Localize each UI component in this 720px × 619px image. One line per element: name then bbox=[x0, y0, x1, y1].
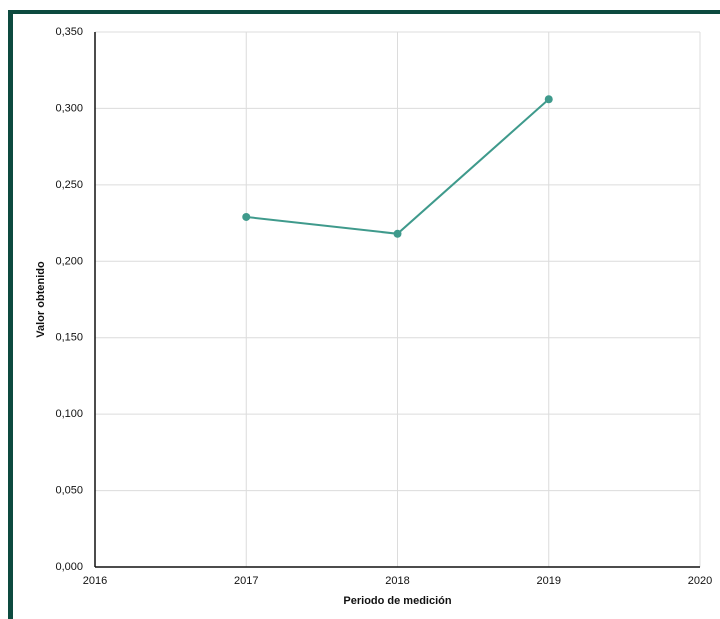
grid-lines bbox=[95, 31, 701, 567]
y-axis-title: Valor obtenido bbox=[35, 261, 47, 338]
x-tick-label: 2016 bbox=[83, 575, 107, 587]
axes bbox=[94, 32, 700, 568]
y-tick-label: 0,250 bbox=[55, 179, 83, 191]
x-tick-label: 2017 bbox=[234, 575, 258, 587]
y-tick-label: 0,000 bbox=[55, 561, 83, 573]
y-tick-label: 0,200 bbox=[55, 255, 83, 267]
y-tick-label: 0,300 bbox=[55, 102, 83, 114]
y-tick-label: 0,150 bbox=[55, 332, 83, 344]
x-tick-label: 2019 bbox=[537, 575, 561, 587]
tick-labels: 0,000 0,050 0,100 0,150 0,200 0,250 0,300 0,350… bbox=[55, 26, 712, 587]
series-layer bbox=[242, 95, 553, 238]
frame-border-left bbox=[8, 10, 13, 619]
y-tick-label: 0,100 bbox=[55, 408, 83, 420]
y-tick-label: 0,350 bbox=[55, 26, 83, 38]
x-tick-label: 2020 bbox=[688, 575, 712, 587]
y-tick-label: 0,050 bbox=[55, 485, 83, 497]
frame-border-top bbox=[8, 10, 720, 14]
data-point bbox=[544, 95, 553, 104]
x-tick-label: 2018 bbox=[385, 575, 409, 587]
x-axis-title: Periodo de medición bbox=[343, 595, 451, 607]
data-point bbox=[393, 229, 402, 238]
data-point bbox=[242, 212, 251, 221]
